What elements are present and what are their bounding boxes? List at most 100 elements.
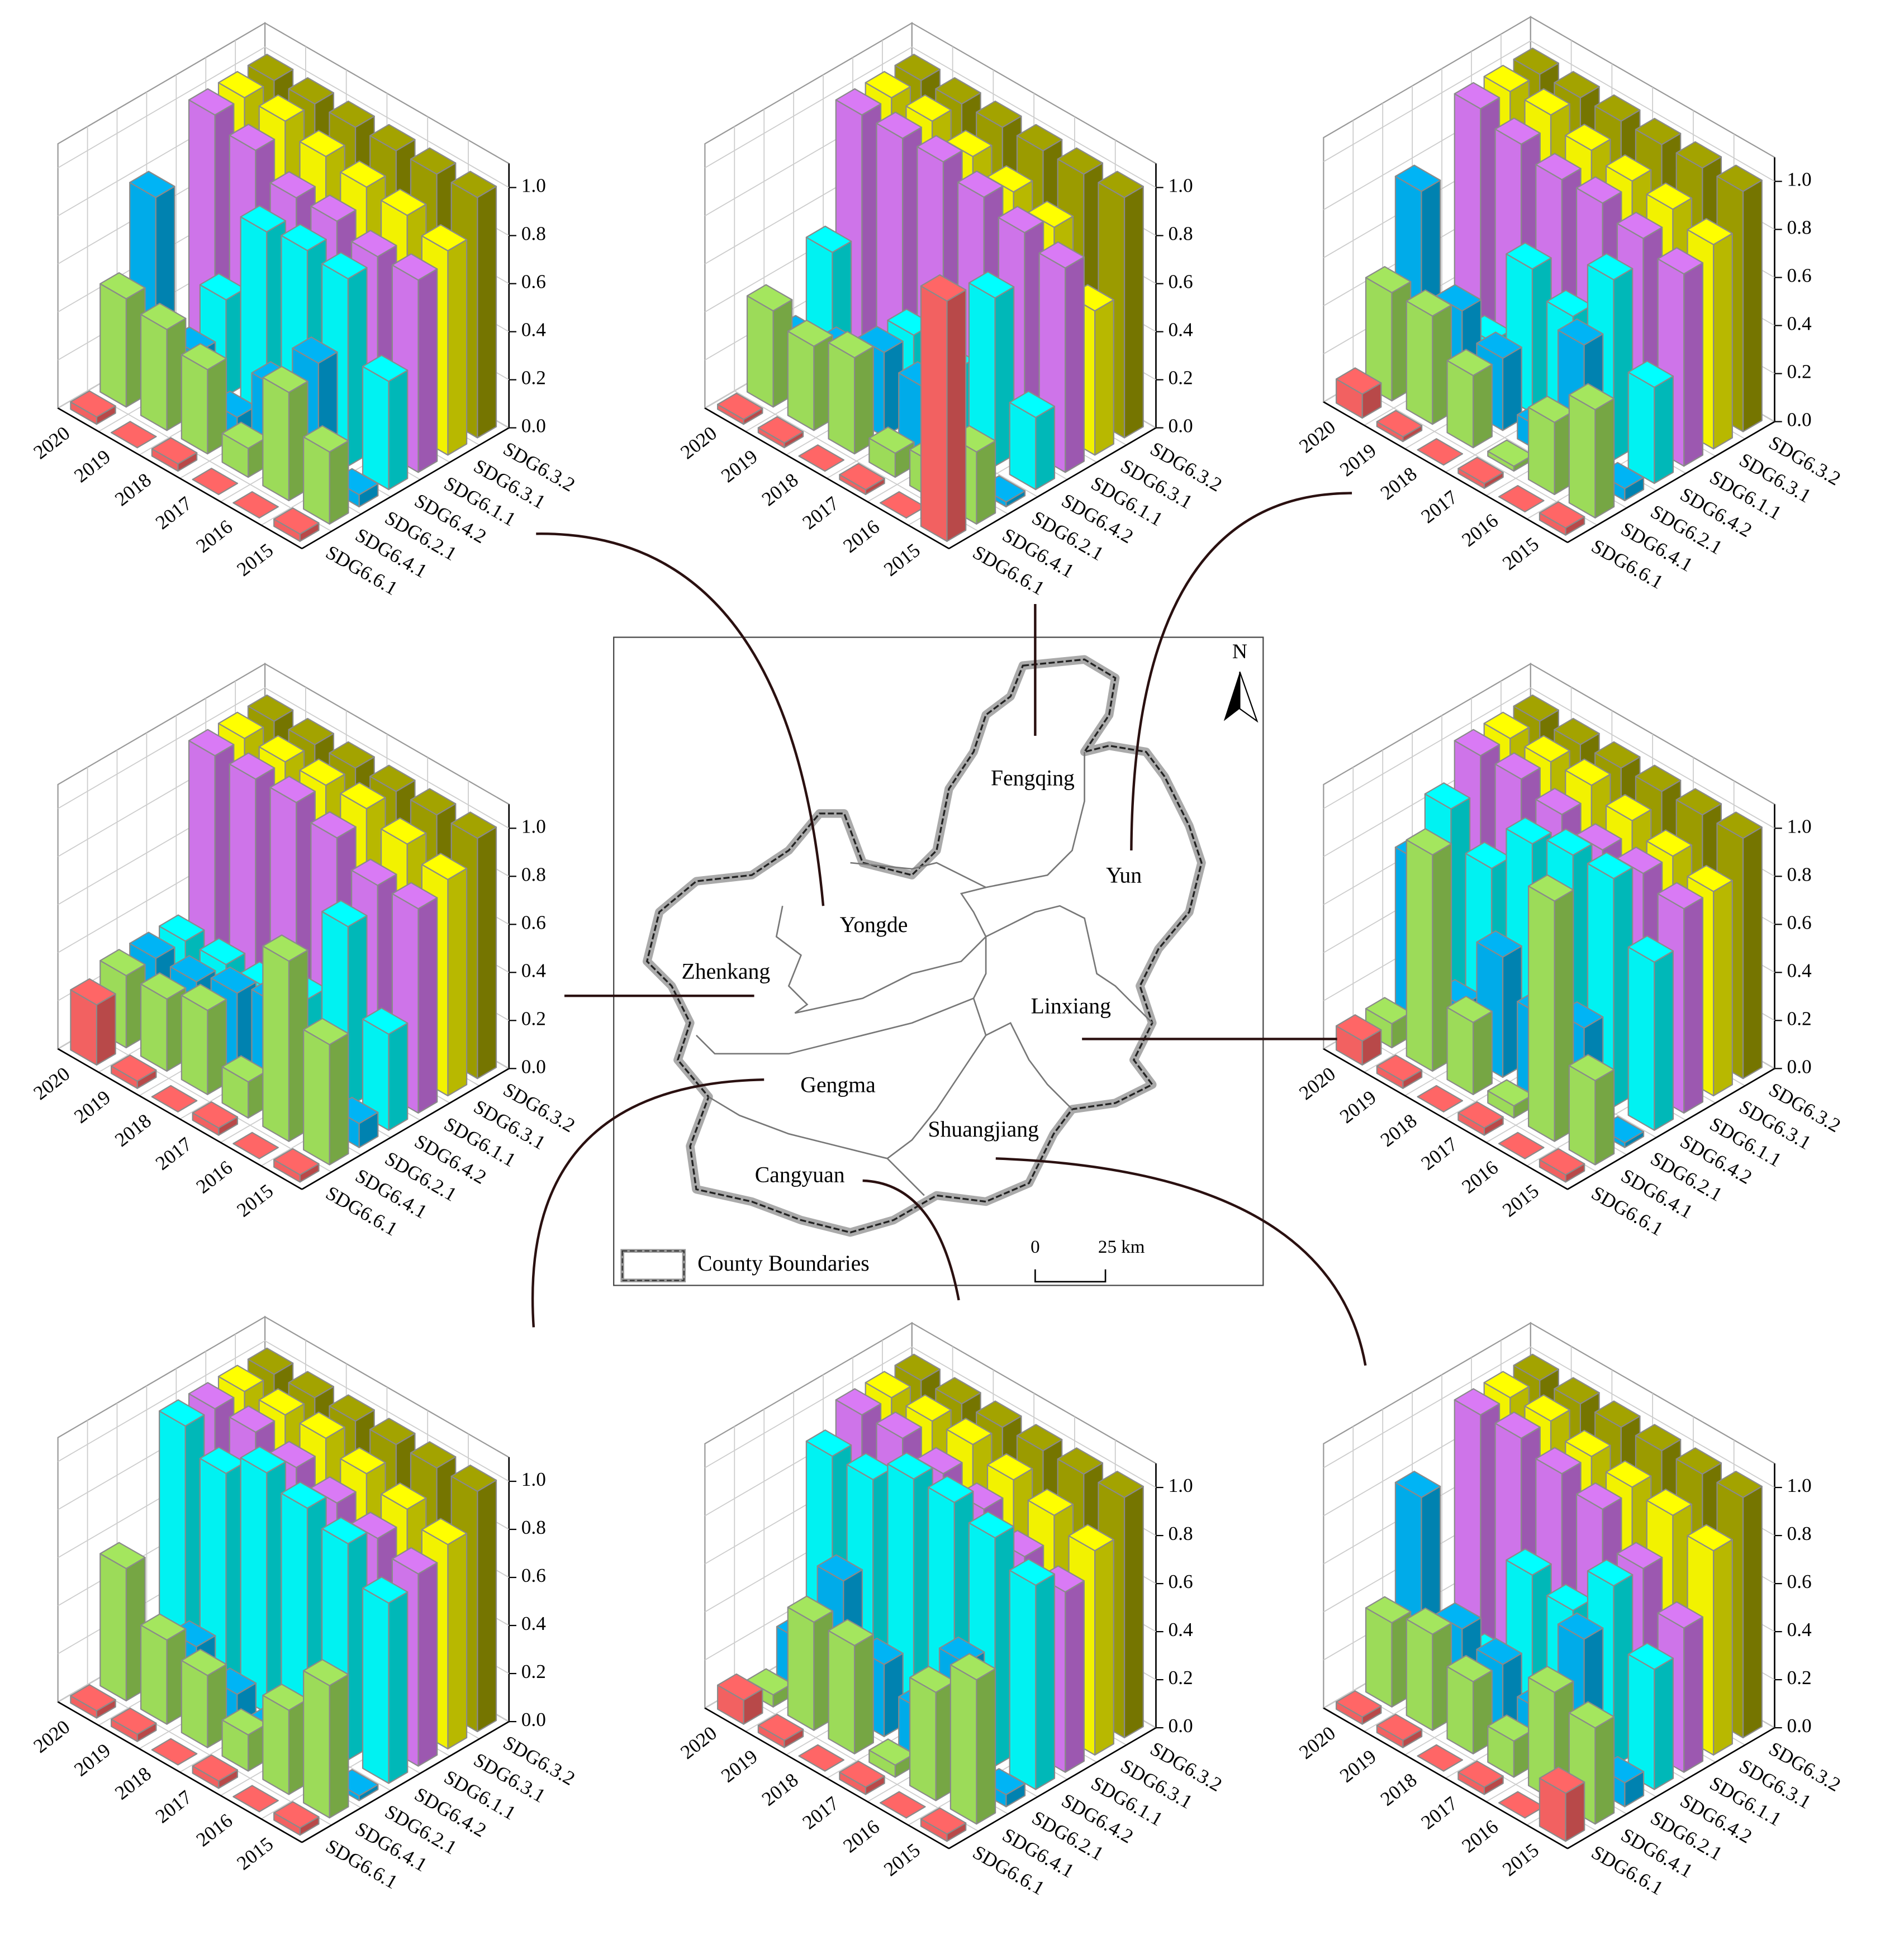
bar-top	[340, 1447, 386, 1475]
bar-top	[976, 1400, 1022, 1428]
bar	[99, 1542, 146, 1701]
y-axis	[301, 1720, 510, 1843]
bar	[746, 284, 793, 408]
bar-top	[369, 123, 416, 151]
bar-top	[329, 100, 375, 128]
x-tick-label: 2019	[1336, 439, 1380, 481]
bar-top	[221, 421, 268, 449]
bar-top	[1565, 123, 1611, 151]
bar-top	[1546, 289, 1593, 317]
bar	[262, 365, 308, 502]
bar-top	[410, 1441, 457, 1469]
bar-top	[1716, 164, 1763, 192]
bar-top	[70, 1684, 116, 1711]
bar-top	[169, 955, 216, 983]
bar-top	[99, 949, 146, 977]
leader-line	[531, 1078, 765, 1328]
bar-top	[1594, 94, 1641, 122]
bar	[1498, 484, 1545, 512]
bar-top	[410, 147, 457, 175]
bar-top	[1524, 88, 1570, 116]
bar-face	[1094, 299, 1114, 456]
bar	[151, 437, 198, 472]
bar	[192, 1101, 239, 1136]
bar	[839, 1760, 885, 1795]
bar-face	[1627, 946, 1655, 1131]
scale-label: 0	[1031, 1237, 1040, 1257]
bar	[232, 491, 279, 519]
bar-face	[240, 1457, 268, 1714]
bar-top	[421, 1518, 468, 1546]
bar-top	[229, 1405, 276, 1433]
x-axis	[704, 1707, 949, 1850]
bar	[1446, 995, 1493, 1095]
bar-top	[1535, 787, 1582, 815]
bar	[880, 491, 926, 519]
x-tick-label: 2020	[1295, 416, 1340, 457]
z-tick-label: 0.0	[1787, 409, 1812, 431]
bar-face	[828, 342, 856, 455]
bar-top	[917, 135, 963, 163]
bar-top	[1098, 170, 1144, 198]
bar-face	[1406, 300, 1433, 425]
bar-top	[1575, 1482, 1622, 1510]
bar	[1627, 1642, 1674, 1790]
county-boundaries	[695, 752, 1153, 1196]
bar-top	[262, 934, 308, 962]
bar	[111, 1054, 157, 1089]
bar	[303, 1018, 349, 1166]
bar-top	[1554, 71, 1600, 98]
y-axis	[301, 1068, 510, 1190]
bar	[909, 1666, 956, 1801]
z-tick-label: 1.0	[1787, 815, 1812, 837]
bar-face	[99, 1553, 127, 1701]
bar	[1568, 1054, 1615, 1166]
bar-top	[159, 914, 205, 942]
z-tick-label: 0.4	[1169, 1619, 1193, 1641]
z-tick-label: 0.0	[1787, 1056, 1812, 1077]
bar-top	[262, 365, 308, 393]
bar-top	[362, 354, 409, 382]
bar	[839, 463, 885, 496]
map: Fengqing Yun Yongde Zhenkang Linxiang Ge…	[531, 492, 1367, 1366]
bar-top	[229, 123, 276, 151]
scale-label: 25 km	[1098, 1237, 1145, 1257]
bar	[159, 1399, 205, 1667]
bar-top	[949, 1653, 996, 1681]
x-tick-label: 2017	[151, 1133, 196, 1175]
bar-top	[310, 811, 357, 839]
bar-top	[1568, 1054, 1615, 1082]
bar-top	[421, 224, 468, 251]
bar-top	[192, 1754, 239, 1782]
bar-top	[70, 390, 116, 418]
bar-top	[998, 206, 1044, 234]
y-axis	[948, 1727, 1157, 1850]
bar-top	[129, 931, 175, 959]
x-tick-label: 2017	[799, 1792, 843, 1833]
x-tick-label: 2019	[1336, 1086, 1380, 1128]
z-tick-label: 0.4	[521, 1613, 546, 1634]
chart: 0.0 0.2 0.4 0.6 0.8 1.0 2015201620172018201920…	[30, 1315, 579, 1893]
chart: 0.0 0.2 0.4 0.6 0.8 1.0 2015201620172018201920…	[30, 22, 579, 600]
bar	[1627, 935, 1674, 1131]
bar-face	[949, 1664, 977, 1825]
county-label: Yun	[1106, 863, 1142, 888]
x-tick-label: 2015	[880, 1839, 924, 1880]
x-tick-label: 2018	[111, 469, 155, 510]
bar-face	[787, 1606, 815, 1731]
bar	[192, 468, 239, 496]
bar-top	[905, 1394, 952, 1422]
x-tick-label: 2020	[676, 422, 721, 463]
z-tick-label: 1.0	[1787, 1475, 1812, 1496]
bar-top	[1494, 1411, 1541, 1439]
bar-top	[1498, 1791, 1545, 1819]
bar	[1365, 266, 1412, 402]
z-tick-label: 0.6	[521, 271, 546, 293]
bar-top	[217, 1365, 264, 1392]
bar-top	[1068, 1524, 1114, 1552]
bar-top	[1483, 711, 1530, 739]
bar-top	[340, 160, 386, 188]
bar-face	[329, 1033, 349, 1166]
bar-face	[388, 1591, 409, 1784]
bar	[362, 1576, 409, 1784]
